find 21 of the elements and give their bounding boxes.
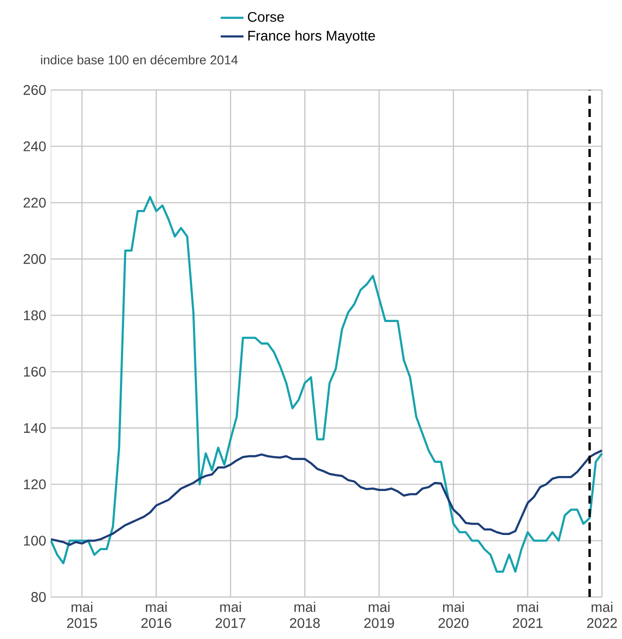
y-tick-label: 140 <box>24 423 46 433</box>
x-tick-label: mai 2019 <box>364 602 394 628</box>
x-tick-label: mai 2016 <box>141 602 172 628</box>
x-tick-label: mai 2020 <box>438 602 468 628</box>
y-tick-label: 260 <box>24 85 46 95</box>
y-axis-title: indice base 100 en décembre 2014 <box>41 54 238 64</box>
y-tick-label: 160 <box>24 366 46 377</box>
y-tick-label: 180 <box>24 310 46 320</box>
legend-label: Corse <box>248 12 284 22</box>
x-tick-label: mai 2015 <box>67 602 97 628</box>
y-tick-label: 220 <box>24 198 46 208</box>
y-tick-label: 120 <box>24 479 46 490</box>
x-tick-label: mai 2017 <box>216 602 246 628</box>
legend-label: France hors Mayotte <box>248 30 375 44</box>
x-tick-label: mai 2021 <box>512 602 543 628</box>
y-tick-label: 100 <box>24 536 46 546</box>
x-tick-label: mai 2018 <box>290 602 320 628</box>
y-tick-label: 80 <box>31 592 46 602</box>
y-tick-label: 240 <box>24 141 46 152</box>
y-tick-label: 200 <box>24 254 46 264</box>
x-tick-label: mai 2022 <box>587 602 617 628</box>
